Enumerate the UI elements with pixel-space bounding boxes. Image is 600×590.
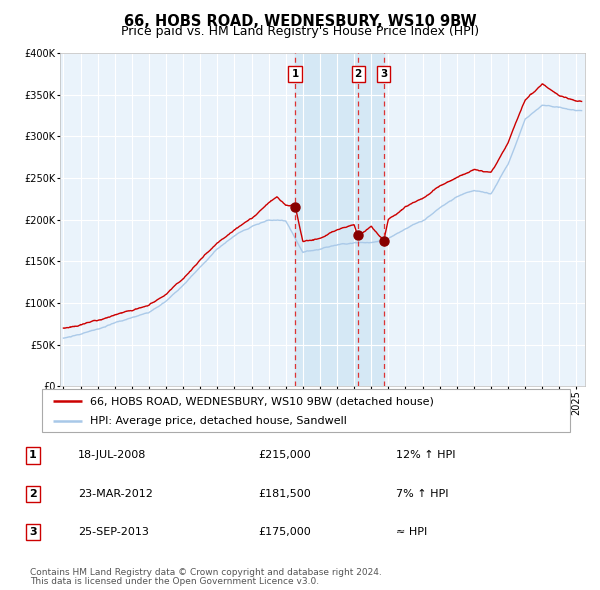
Text: 7% ↑ HPI: 7% ↑ HPI bbox=[396, 489, 449, 499]
Text: 66, HOBS ROAD, WEDNESBURY, WS10 9BW: 66, HOBS ROAD, WEDNESBURY, WS10 9BW bbox=[124, 14, 476, 28]
Text: £175,000: £175,000 bbox=[258, 527, 311, 537]
Text: Contains HM Land Registry data © Crown copyright and database right 2024.: Contains HM Land Registry data © Crown c… bbox=[30, 568, 382, 576]
Text: Price paid vs. HM Land Registry's House Price Index (HPI): Price paid vs. HM Land Registry's House … bbox=[121, 25, 479, 38]
Text: 2: 2 bbox=[355, 69, 362, 79]
Text: ≈ HPI: ≈ HPI bbox=[396, 527, 427, 537]
Text: 1: 1 bbox=[29, 451, 37, 460]
Text: £181,500: £181,500 bbox=[258, 489, 311, 499]
Text: 66, HOBS ROAD, WEDNESBURY, WS10 9BW (detached house): 66, HOBS ROAD, WEDNESBURY, WS10 9BW (det… bbox=[89, 396, 433, 407]
Text: 23-MAR-2012: 23-MAR-2012 bbox=[78, 489, 153, 499]
Text: 25-SEP-2013: 25-SEP-2013 bbox=[78, 527, 149, 537]
Text: 3: 3 bbox=[380, 69, 388, 79]
Text: 12% ↑ HPI: 12% ↑ HPI bbox=[396, 451, 455, 460]
Text: £215,000: £215,000 bbox=[258, 451, 311, 460]
Text: 3: 3 bbox=[29, 527, 37, 537]
Text: This data is licensed under the Open Government Licence v3.0.: This data is licensed under the Open Gov… bbox=[30, 577, 319, 586]
Text: 2: 2 bbox=[29, 489, 37, 499]
Text: 18-JUL-2008: 18-JUL-2008 bbox=[78, 451, 146, 460]
Bar bbox=[295, 53, 384, 386]
Text: HPI: Average price, detached house, Sandwell: HPI: Average price, detached house, Sand… bbox=[89, 417, 346, 426]
Text: 1: 1 bbox=[292, 69, 299, 79]
FancyBboxPatch shape bbox=[42, 389, 570, 432]
